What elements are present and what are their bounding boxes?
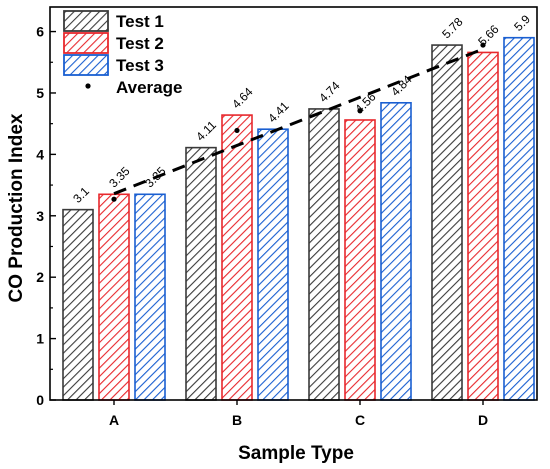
plot-frame <box>49 6 538 401</box>
data-label: 3.1 <box>70 184 92 206</box>
bar-test-1-b <box>185 146 217 401</box>
y-tick-label: 4 <box>36 146 44 162</box>
bar-test-2-d <box>467 51 499 401</box>
legend-average-marker <box>85 83 91 89</box>
bar-test-3-b <box>257 128 289 401</box>
data-label: 3.35 <box>142 164 169 191</box>
data-label: 4.56 <box>352 89 379 116</box>
bars-layer <box>62 36 535 401</box>
average-trend-line <box>113 47 484 196</box>
y-axis-title: CO Production Index <box>6 113 27 302</box>
data-label: 5.9 <box>511 12 533 34</box>
data-label: 5.78 <box>439 15 466 42</box>
legend: Test 1 Test 2 Test 3 Average <box>63 10 182 97</box>
bar-test-3-a <box>134 193 166 401</box>
bar-test-3-d <box>503 36 535 401</box>
average-layer <box>111 42 486 202</box>
legend-label: Test 1 <box>116 12 164 31</box>
y-tick-label: 2 <box>36 269 44 285</box>
bar-test-2-c <box>344 119 376 401</box>
x-tick-label: A <box>109 412 119 428</box>
data-label: 4.11 <box>193 118 219 144</box>
bar-test-2-b <box>221 114 253 401</box>
data-label: 3.35 <box>106 164 133 191</box>
legend-swatch-test-3 <box>63 54 109 76</box>
bar-test-1-a <box>62 208 94 401</box>
bar-test-2-a <box>98 193 130 401</box>
bar-test-3-c <box>380 101 412 401</box>
y-tick-label: 6 <box>36 24 44 40</box>
legend-swatch-test-1 <box>63 10 109 32</box>
axes-layer: 0 1 2 3 4 5 6 A B C D <box>36 6 538 428</box>
y-tick-label: 0 <box>36 392 44 408</box>
x-tick-label: D <box>478 412 488 428</box>
average-point <box>480 42 486 48</box>
data-label: 4.64 <box>229 85 256 112</box>
y-tick-label: 3 <box>36 208 44 224</box>
x-tick-label: C <box>355 412 365 428</box>
bar-test-1-c <box>308 108 340 401</box>
bar-test-1-d <box>431 44 463 401</box>
x-tick-label: B <box>232 412 242 428</box>
legend-swatch-test-2 <box>63 32 109 54</box>
legend-label: Test 3 <box>116 56 164 75</box>
legend-label: Average <box>116 78 182 97</box>
average-point <box>357 108 363 114</box>
data-label: 4.74 <box>316 78 343 105</box>
x-axis-title: Sample Type <box>238 443 354 464</box>
data-label: 4.41 <box>265 99 292 126</box>
legend-label: Test 2 <box>116 34 164 53</box>
y-tick-label: 1 <box>36 331 44 347</box>
y-tick-label: 5 <box>36 85 44 101</box>
average-point <box>111 196 117 202</box>
average-point <box>234 127 240 134</box>
data-label: 5.66 <box>475 22 502 49</box>
